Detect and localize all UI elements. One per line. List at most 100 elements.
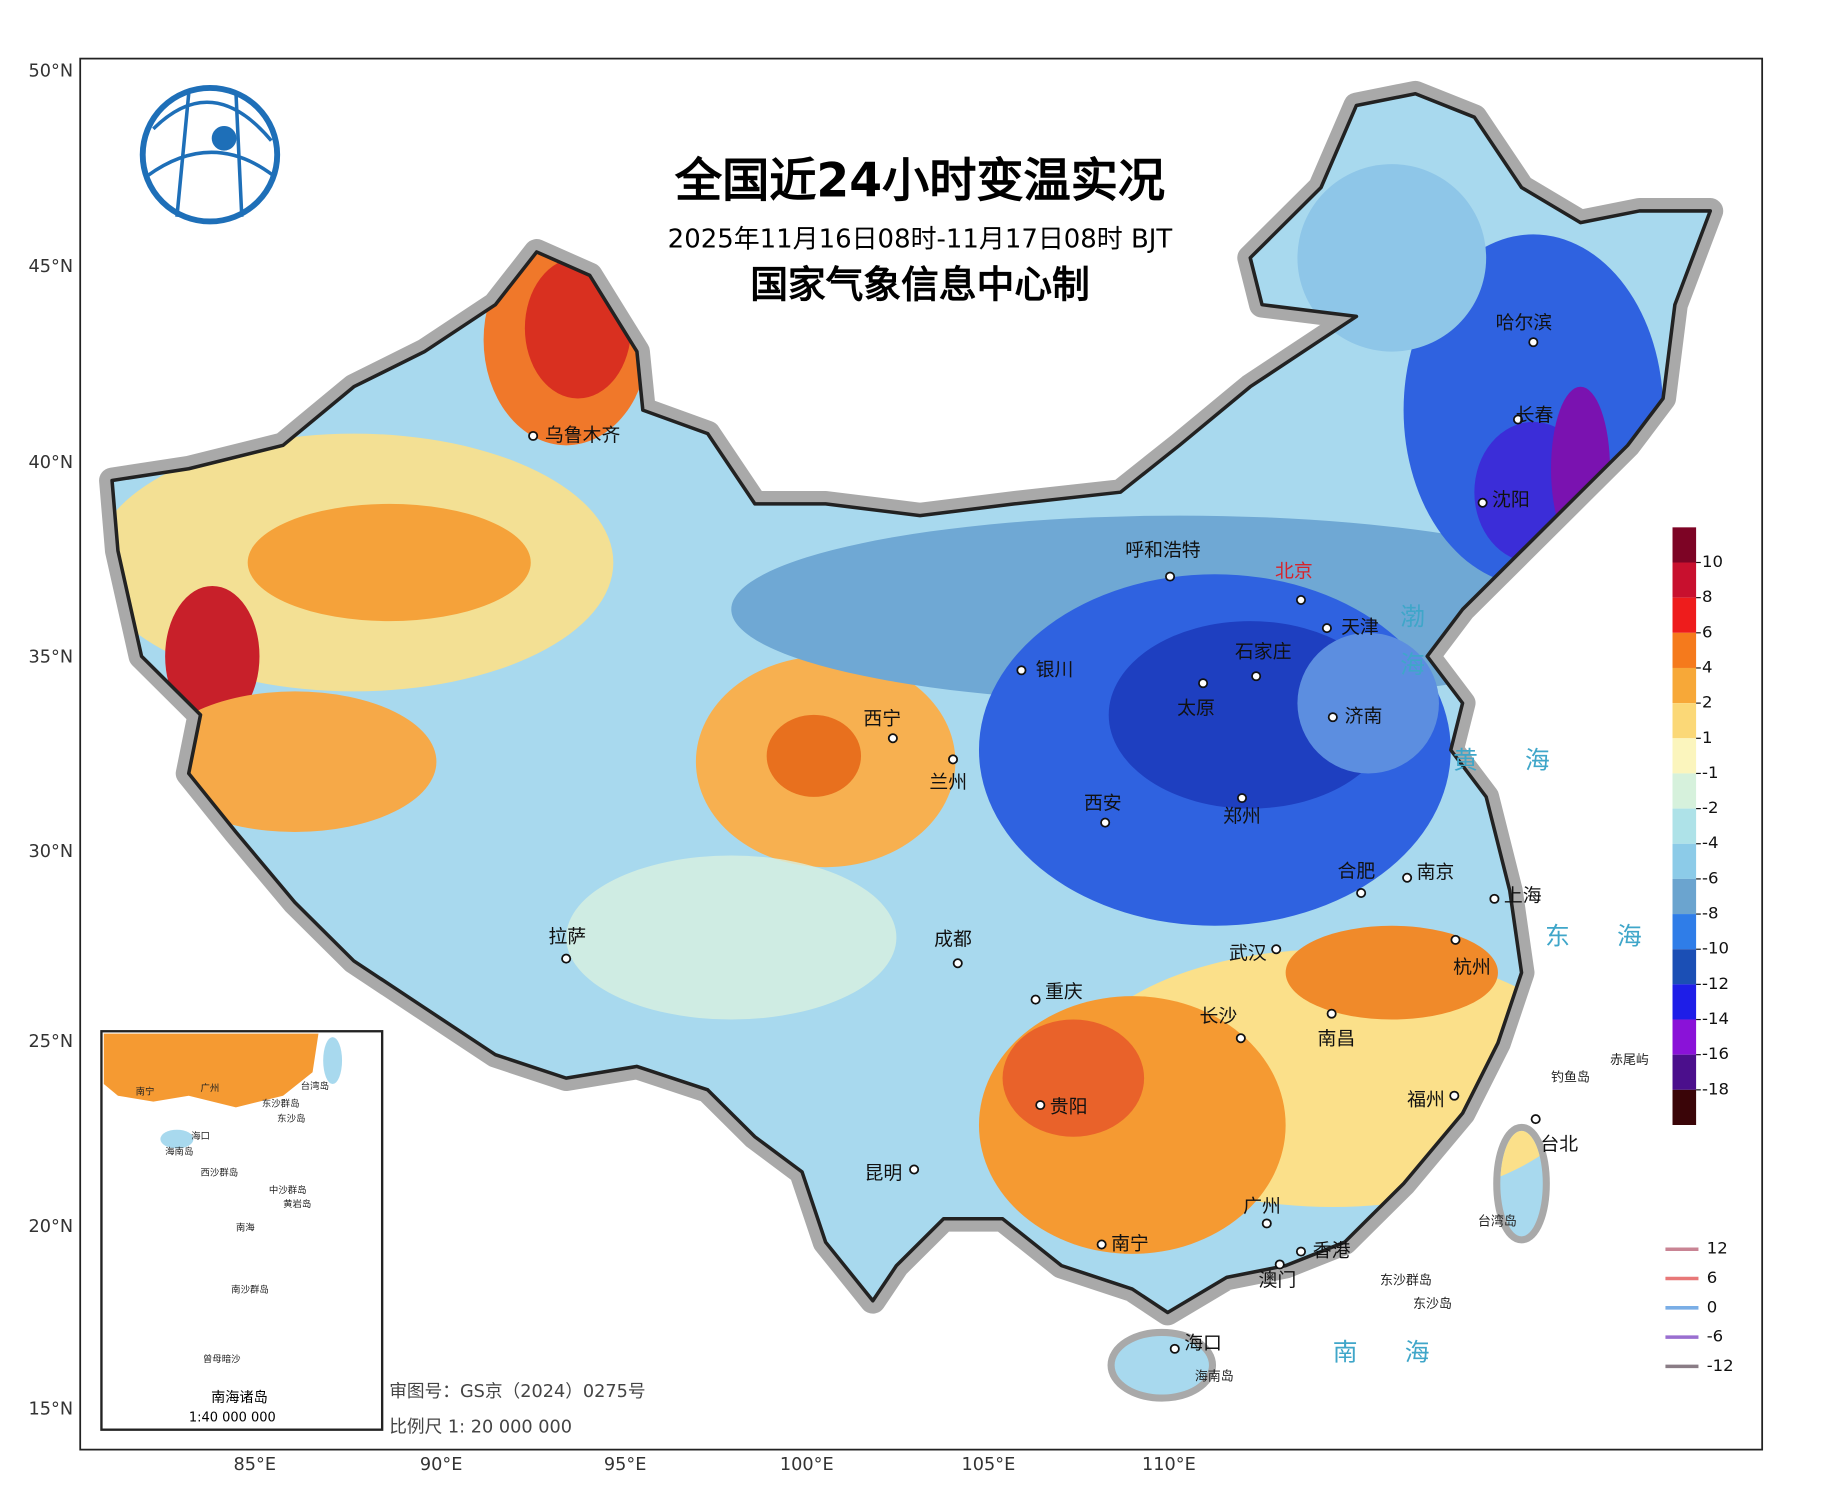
inset-label: 中沙群岛 bbox=[269, 1184, 307, 1196]
inset-label: 黄岩岛 bbox=[283, 1198, 311, 1210]
contour-legend-label: 12 bbox=[1707, 1239, 1728, 1258]
lon-tick-label: 90°E bbox=[420, 1455, 463, 1475]
legend-swatch bbox=[1672, 878, 1697, 915]
contour-legend-label: -6 bbox=[1707, 1327, 1723, 1346]
city-marker bbox=[1251, 671, 1262, 682]
legend-swatch bbox=[1672, 632, 1697, 668]
lat-tick-label: 30°N bbox=[29, 842, 74, 862]
city-marker bbox=[1528, 337, 1539, 348]
lat-tick-label: 25°N bbox=[29, 1032, 74, 1052]
lon-tick-label: 100°E bbox=[780, 1455, 834, 1475]
map-scale: 比例尺 1: 20 000 000 bbox=[389, 1416, 572, 1437]
legend-swatch bbox=[1672, 949, 1697, 985]
legend-swatch bbox=[1672, 667, 1697, 704]
city-marker bbox=[1530, 1114, 1541, 1125]
legend-label: -1 bbox=[1702, 763, 1718, 782]
legend-label: 10 bbox=[1702, 552, 1723, 571]
city-marker bbox=[1295, 1246, 1306, 1257]
city-marker bbox=[1327, 712, 1338, 723]
city-marker bbox=[887, 733, 898, 744]
city-label: 广州 bbox=[1243, 1196, 1281, 1218]
city-label: 武汉 bbox=[1229, 942, 1267, 964]
city-marker bbox=[1035, 1100, 1046, 1111]
legend-label: -8 bbox=[1702, 904, 1718, 923]
city-marker bbox=[1030, 994, 1041, 1005]
city-marker bbox=[1271, 944, 1282, 955]
legend-label: 2 bbox=[1702, 693, 1713, 712]
inset-scale: 1:40 000 000 bbox=[189, 1410, 276, 1425]
island-label: 海南岛 bbox=[1195, 1368, 1234, 1384]
city-marker bbox=[1274, 1259, 1285, 1270]
sea-label: 黄海 bbox=[1453, 746, 1597, 775]
city-marker bbox=[1356, 887, 1367, 898]
city-marker bbox=[1326, 1008, 1337, 1019]
city-label: 拉萨 bbox=[548, 926, 586, 948]
city-marker bbox=[948, 754, 959, 765]
city-marker bbox=[1449, 1090, 1460, 1101]
legend-swatch bbox=[1672, 562, 1697, 598]
city-label: 西安 bbox=[1084, 792, 1122, 814]
contour-legend-label: -12 bbox=[1707, 1356, 1734, 1375]
lon-tick-label: 110°E bbox=[1142, 1455, 1196, 1475]
legend-swatch bbox=[1672, 843, 1697, 879]
city-marker bbox=[1512, 414, 1524, 425]
legend-swatch bbox=[1672, 808, 1697, 844]
legend-label: -2 bbox=[1702, 798, 1718, 817]
legend-swatch bbox=[1672, 1054, 1697, 1090]
legend-swatch bbox=[1672, 914, 1697, 950]
city-label: 杭州 bbox=[1453, 957, 1491, 979]
logo bbox=[139, 84, 281, 225]
lat-tick-label: 40°N bbox=[29, 453, 74, 473]
city-marker bbox=[561, 953, 572, 964]
city-label: 合肥 bbox=[1338, 860, 1376, 882]
city-marker bbox=[1402, 872, 1413, 883]
city-marker bbox=[1100, 817, 1111, 828]
legend-label: -16 bbox=[1702, 1044, 1729, 1063]
producer: 国家气象信息中心制 bbox=[750, 263, 1090, 307]
lat-tick-label: 35°N bbox=[29, 647, 74, 667]
legend-label: -12 bbox=[1702, 974, 1729, 993]
legend-swatch bbox=[1672, 703, 1697, 739]
city-marker bbox=[1016, 665, 1027, 676]
city-marker bbox=[909, 1164, 920, 1175]
city-marker bbox=[1198, 678, 1209, 689]
city-label: 昆明 bbox=[865, 1164, 903, 1185]
city-label: 沈阳 bbox=[1492, 489, 1530, 511]
city-label: 太原 bbox=[1177, 698, 1215, 720]
inset-land bbox=[103, 1033, 343, 1149]
lon-tick-label: 85°E bbox=[234, 1455, 277, 1475]
island-label: 东沙群岛 bbox=[1380, 1272, 1432, 1288]
lon-tick-label: 105°E bbox=[962, 1455, 1016, 1475]
lat-tick-label: 15°N bbox=[29, 1400, 74, 1420]
inset-label: 西沙群岛 bbox=[201, 1167, 239, 1179]
city-label: 南京 bbox=[1417, 862, 1455, 884]
city-label: 北京 bbox=[1275, 560, 1313, 582]
city-marker bbox=[1295, 595, 1306, 605]
city-label: 西宁 bbox=[863, 708, 901, 730]
inset-label: 东沙岛 bbox=[277, 1113, 305, 1125]
lat-tick-label: 50°N bbox=[29, 62, 74, 82]
inset-label: 海南岛 bbox=[165, 1145, 193, 1157]
city-marker bbox=[1235, 1033, 1246, 1044]
city-label: 台北 bbox=[1540, 1133, 1578, 1155]
legend-label: -6 bbox=[1702, 868, 1718, 887]
city-marker bbox=[952, 958, 963, 969]
island-label: 赤尾屿 bbox=[1610, 1053, 1649, 1068]
contour-legend-label: 0 bbox=[1707, 1297, 1718, 1316]
city-label: 哈尔滨 bbox=[1496, 312, 1553, 334]
city-label: 香港 bbox=[1313, 1240, 1351, 1262]
legend-label: -4 bbox=[1702, 833, 1718, 852]
city-label: 石家庄 bbox=[1235, 641, 1292, 663]
city-label: 上海 bbox=[1504, 885, 1542, 907]
inset-label: 海口 bbox=[191, 1130, 210, 1142]
sea-label: 南海 bbox=[1333, 1338, 1477, 1367]
city-label: 兰州 bbox=[929, 771, 967, 793]
legend-swatch bbox=[1672, 773, 1697, 809]
inset-label: 南沙群岛 bbox=[231, 1284, 269, 1296]
city-label: 福州 bbox=[1407, 1089, 1445, 1111]
inset-label: 台湾岛 bbox=[301, 1080, 329, 1092]
inset-label: 南海 bbox=[236, 1222, 255, 1234]
city-marker bbox=[528, 430, 539, 441]
legend-label: 8 bbox=[1702, 587, 1713, 606]
